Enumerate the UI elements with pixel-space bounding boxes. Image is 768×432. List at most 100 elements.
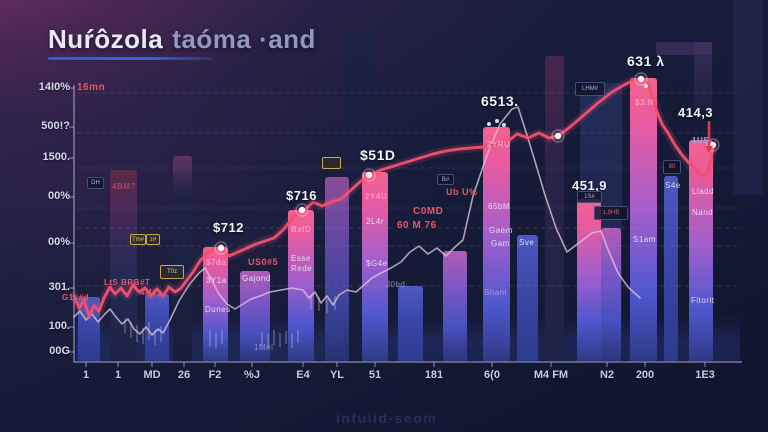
bar (288, 210, 314, 361)
background-bar (110, 170, 137, 361)
annotation: 4M#y (140, 288, 163, 297)
bar (362, 172, 388, 361)
bar (78, 297, 100, 361)
annotation: Gam (491, 239, 510, 248)
badge: Tm# (130, 234, 146, 245)
x-axis-label: YL (329, 369, 345, 381)
annotation: 4BM? (112, 182, 136, 191)
value-label: $716 (286, 188, 317, 203)
y-axis-label: 00% (47, 190, 70, 202)
x-axis-label: F2 (208, 369, 222, 381)
badge: 80 (663, 160, 681, 174)
bar (601, 228, 621, 361)
x-axis-label: 6(0 (484, 369, 500, 381)
title-main: Nuŕôzola (48, 24, 164, 54)
annotation: Gajond (242, 274, 271, 283)
badge: 1S# (577, 191, 602, 203)
bar (577, 199, 601, 361)
annotation: Dunes (205, 305, 231, 314)
badge: T0z (160, 265, 184, 279)
value-label: $712 (213, 220, 244, 235)
bar (240, 271, 270, 361)
bar (483, 127, 510, 361)
annotation: $7da (206, 258, 227, 267)
y-axis-label: 00% (47, 236, 70, 248)
value-label: 6513. (481, 93, 519, 109)
annotation: 2Y4U (365, 192, 388, 201)
decor-frame (694, 42, 712, 118)
x-axis-label: M4 FM (533, 369, 569, 381)
x-axis-label: 1 (82, 369, 90, 381)
annotation: $G4e (366, 259, 388, 268)
annotation: Gaem (489, 226, 513, 235)
annotation: 3Y1a (206, 276, 227, 285)
value-label: 631 λ (627, 53, 665, 69)
background-bar (173, 156, 192, 361)
x-axis-label: 200 (635, 369, 655, 381)
bar (689, 140, 713, 361)
value-label: 451,9 (572, 178, 608, 193)
background-bar (733, 0, 763, 195)
badge: z# (146, 234, 160, 245)
annotation: 65bM (488, 202, 511, 211)
badge: 1,9HB (594, 206, 628, 220)
bar (517, 235, 538, 361)
y-axis-label: 14I0% (38, 81, 70, 93)
badge (322, 157, 341, 169)
annotation: Sve (519, 238, 535, 247)
badge: DH (87, 177, 104, 189)
background-bar (545, 56, 564, 361)
bar (630, 78, 657, 361)
bar (398, 286, 423, 361)
y-axis-label: 100. (48, 320, 70, 332)
x-axis-label: 1E3 (695, 369, 715, 381)
annotation: LtS BRB#T (104, 278, 151, 287)
annotation: Lladd (692, 187, 715, 196)
annotation: 1US (692, 136, 710, 145)
value-label: 414,3 (678, 105, 714, 120)
annotation: Esse (291, 254, 311, 263)
badge: B# (437, 174, 454, 185)
value-label: $51D (360, 147, 396, 163)
annotation: S4e (665, 181, 681, 190)
x-axis-label: 1 (114, 369, 122, 381)
annotation: 1Mel (254, 343, 274, 352)
annotation: 60 M 76 (397, 220, 437, 231)
x-axis-label: 51 (368, 369, 382, 381)
annotation: G1s#d (62, 293, 89, 302)
annotation: 16mn (77, 82, 106, 93)
bar (325, 177, 349, 361)
bar (664, 176, 678, 361)
y-axis-label: 00G (49, 345, 70, 357)
title-underline (48, 57, 213, 60)
annotation: US0#5 (248, 257, 279, 267)
annotation: Fitorit (691, 296, 715, 305)
annotation: $3.N (635, 98, 654, 107)
title-secondary: taóma ·and (172, 24, 316, 54)
y-axis-label: 1500. (42, 151, 70, 163)
y-axis-label: 500!? (41, 120, 70, 132)
x-axis-label: MD (143, 369, 161, 381)
annotation: C0MD (413, 206, 444, 217)
x-axis-label: %J (244, 369, 260, 381)
annotation: S1am (633, 235, 656, 244)
x-axis-label: 181 (424, 369, 444, 381)
annotation: Ub U% (446, 187, 478, 197)
annotation: Sham (484, 288, 507, 297)
watermark: infulid-seom (336, 410, 438, 426)
x-axis-label: N2 (599, 369, 615, 381)
x-axis-label: E4 (296, 369, 310, 381)
bar (203, 247, 228, 361)
annotation: 2L4r (366, 217, 385, 226)
badge: LHM# (575, 82, 605, 96)
annotation: J0bd (386, 280, 406, 289)
bar (145, 294, 169, 361)
annotation: BaID (291, 225, 312, 234)
bar (443, 251, 467, 361)
y-axis-label: 301. (48, 281, 70, 293)
annotation: Nand (692, 208, 714, 217)
